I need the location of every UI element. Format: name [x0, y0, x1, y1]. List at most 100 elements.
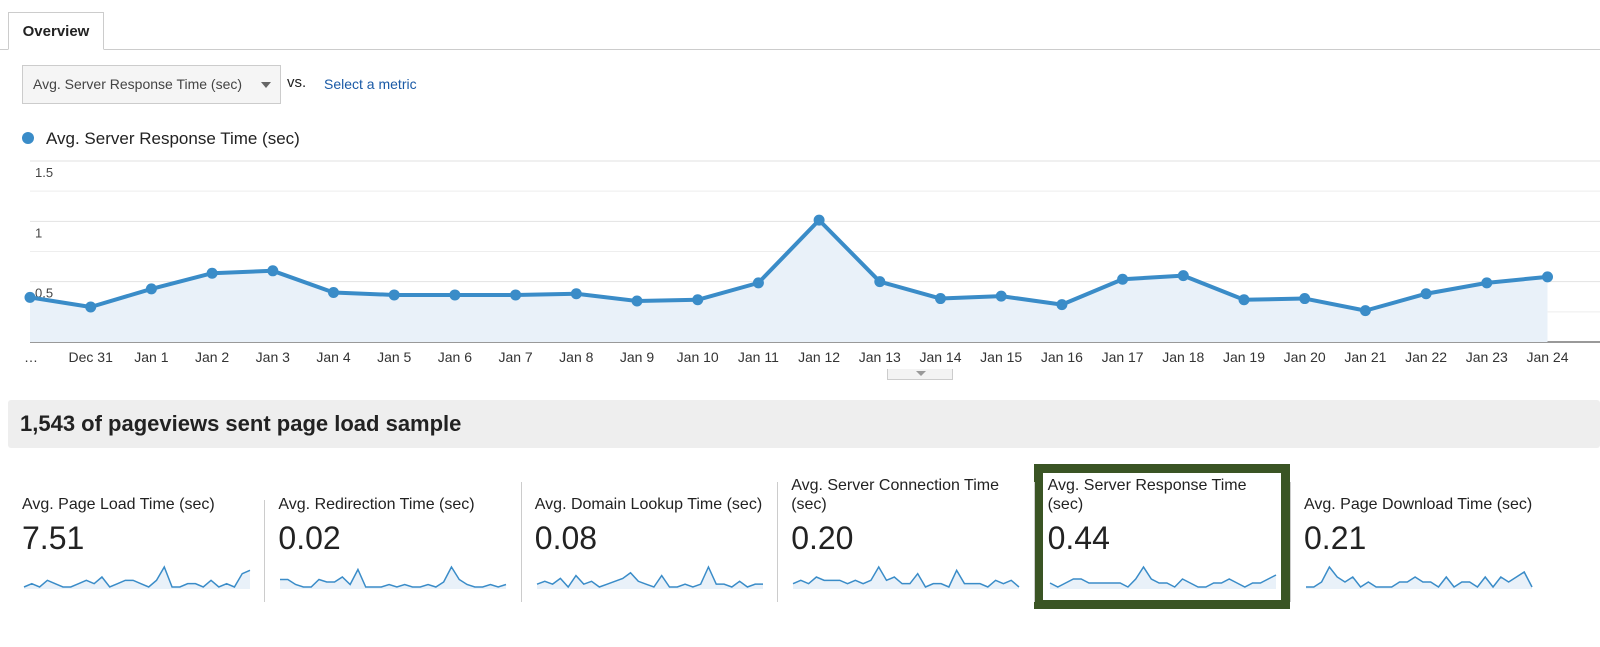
- divider: [264, 500, 266, 602]
- point: [1177, 270, 1189, 282]
- metric-label: Avg. Page Load Time (sec): [22, 496, 215, 513]
- x-tick-label: Jan 1: [134, 349, 168, 365]
- x-tick-label: Jan 7: [498, 349, 532, 365]
- sparkline-line: [536, 565, 763, 589]
- point: [1420, 288, 1432, 300]
- point: [692, 294, 704, 306]
- point: [874, 276, 886, 288]
- line: [29, 218, 1548, 313]
- metric-card: Avg. Server Response Time (sec) 0.44: [1048, 476, 1288, 596]
- chart: Avg. Server Response Time (sec)0.511.5… D…: [22, 129, 1600, 365]
- point: [24, 291, 36, 303]
- sparkline: [23, 565, 251, 589]
- x-tick-label: Jan 5: [377, 349, 411, 365]
- x-tick-label: Jan 14: [919, 349, 961, 365]
- x-tick-label: Jan 17: [1102, 349, 1144, 365]
- sparkline-line: [792, 565, 1020, 588]
- dropdown-arrow: [261, 82, 271, 88]
- tab[interactable]: Overview: [8, 12, 104, 50]
- point: [328, 287, 339, 299]
- x-tick-label: Jan 10: [677, 349, 719, 365]
- point: [1299, 293, 1311, 305]
- divider: [777, 482, 779, 602]
- sparkline: [792, 565, 1020, 589]
- metric-label: Avg. Server Connection Time (sec): [791, 477, 999, 513]
- sparkline-area: [24, 567, 250, 589]
- point: [449, 289, 461, 301]
- x-tick-label: Jan 23: [1466, 349, 1508, 365]
- sparkline-area: [280, 567, 507, 589]
- legend-label: Avg. Server Response Time (sec): [46, 129, 300, 148]
- x-tick-label: …: [24, 349, 38, 365]
- point: [995, 290, 1007, 302]
- metric-value: 0.20: [791, 520, 854, 556]
- x-tick-label: Jan 9: [620, 349, 654, 365]
- x-tick-label: Jan 2: [195, 349, 229, 365]
- point: [813, 214, 825, 226]
- x-tick-label: Jan 24: [1526, 349, 1568, 365]
- point: [1359, 305, 1371, 317]
- point: [388, 289, 400, 301]
- metric-value: 0.02: [278, 520, 341, 556]
- y-tick-label: 1: [35, 225, 42, 240]
- x-tick-label: Jan 4: [316, 349, 350, 365]
- summary-title: 1,543 of pageviews sent page load sample: [20, 411, 462, 436]
- metric-card: Avg. Page Load Time (sec) 7.51: [22, 476, 262, 596]
- point: [1117, 273, 1129, 285]
- x-tick-label: Jan 16: [1041, 349, 1083, 365]
- x-tick-label: Jan 3: [256, 349, 290, 365]
- x-tick-label: Jan 15: [980, 349, 1022, 365]
- x-tick-label: Jan 6: [438, 349, 472, 365]
- metric-label: Avg. Domain Lookup Time (sec): [534, 496, 763, 513]
- x-tick-label: Jan 12: [798, 349, 840, 365]
- chart-handle[interactable]: [887, 369, 953, 380]
- x-tick-label: Jan 8: [559, 349, 593, 365]
- point: [570, 288, 582, 300]
- metric-value: 7.51: [22, 520, 85, 556]
- tab-bar-line: [0, 49, 1600, 50]
- x-tick-label: Jan 13: [859, 349, 901, 365]
- metric-label: Avg. Server Response Time (sec): [1047, 477, 1247, 513]
- metric-value: 0.21: [1304, 520, 1367, 556]
- point: [1056, 299, 1068, 311]
- select-metric-link[interactable]: Select a metric: [324, 76, 417, 92]
- point: [267, 265, 279, 277]
- metric-dropdown[interactable]: Avg. Server Response Time (sec): [22, 65, 281, 104]
- x-tick-label: Jan 11: [738, 349, 779, 365]
- metric-card: Avg. Domain Lookup Time (sec) 0.08: [535, 476, 775, 596]
- sparkline-line: [1306, 565, 1533, 589]
- divider: [1033, 482, 1035, 602]
- point: [752, 277, 764, 289]
- sparkline: [1049, 565, 1276, 589]
- point: [510, 289, 522, 301]
- vs-text: vs.: [287, 74, 307, 91]
- divider: [1290, 482, 1291, 602]
- metric-card: Avg. Page Download Time (sec) 0.21: [1304, 476, 1544, 596]
- x-tick-label: Jan 20: [1284, 349, 1326, 365]
- x-tick-label: Dec 31: [69, 349, 114, 365]
- point: [1238, 294, 1250, 306]
- point: [631, 295, 643, 307]
- metric-card: Avg. Redirection Time (sec) 0.02: [278, 476, 518, 596]
- point: [206, 267, 218, 279]
- point: [1542, 271, 1553, 283]
- dropdown-text: Avg. Server Response Time (sec): [33, 76, 243, 92]
- sparkline-line: [280, 565, 507, 588]
- summary-band: 1,543 of pageviews sent page load sample: [8, 400, 1600, 448]
- metric-label: Avg. Redirection Time (sec): [278, 496, 475, 513]
- point: [85, 301, 97, 313]
- point: [145, 283, 157, 295]
- x-tick-label: Jan 19: [1223, 349, 1265, 365]
- metric-value: 0.44: [1047, 520, 1110, 556]
- x-tick-label: Jan 22: [1405, 349, 1447, 365]
- divider: [520, 482, 522, 602]
- sparkline: [536, 565, 763, 589]
- x-tick-label: Jan 18: [1162, 349, 1204, 365]
- sparkline-line: [1049, 565, 1276, 588]
- point: [1481, 277, 1493, 289]
- metric-value: 0.08: [534, 520, 598, 556]
- x-tick-label: Jan 21: [1344, 349, 1386, 365]
- metric-label: Avg. Page Download Time (sec): [1304, 496, 1533, 513]
- y-tick-label: 1.5: [35, 165, 53, 180]
